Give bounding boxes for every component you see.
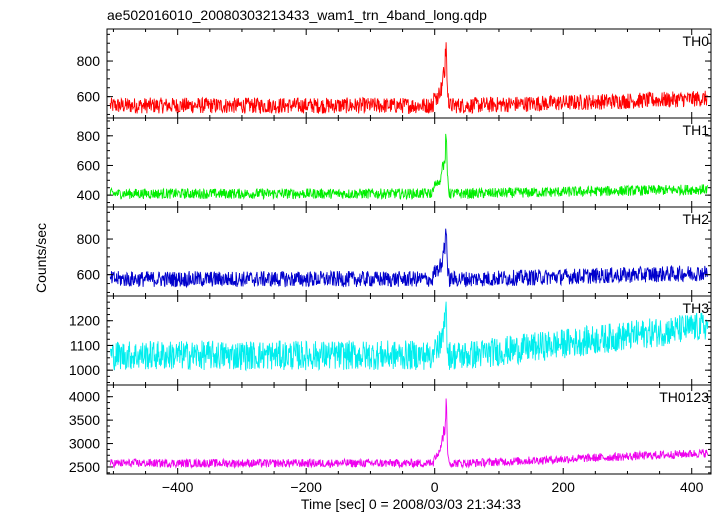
panel-label-th0: TH0 [683,33,710,49]
y-tick-label: 600 [77,157,101,173]
y-tick-label: 3500 [69,412,100,428]
y-tick-label: 400 [77,187,101,203]
panel-th3: 1000 1100 1200 TH3 [69,295,712,386]
series-line-th0 [109,42,709,115]
x-tick-label: −400 [162,479,194,495]
panel-label-th0123: TH0123 [659,389,709,405]
series-line-th3 [109,301,709,372]
y-axis-label: Counts/sec [33,223,49,293]
panel-frame [106,384,712,475]
panel-th0123: 2500 3000 3500 4000 TH0123 [69,384,712,475]
series-line-th1 [109,133,709,201]
y-tick-label: 4000 [69,389,100,405]
y-tick-label: 1000 [69,362,100,378]
y-tick-label: 600 [77,89,101,105]
x-tick-label: 0 [431,479,439,495]
y-tick-label: 1200 [69,313,100,329]
y-tick-label: 3000 [69,436,100,452]
y-tick-label: 2500 [69,459,100,475]
panel-th0: 600 800 TH0 [77,28,712,119]
panel-label-th1: TH1 [683,122,710,138]
y-tick-label: 800 [77,128,101,144]
y-tick-label: 800 [77,231,101,247]
x-tick-label: 200 [552,479,576,495]
x-tick-label: 400 [680,479,704,495]
chart-title: ae502016010_20080303213433_wam1_trn_4ban… [107,7,487,23]
x-axis-label: Time [sec] 0 = 2008/03/03 21:34:33 [301,496,521,512]
y-tick-label: 1100 [70,337,100,353]
panel-label-th2: TH2 [683,211,710,227]
series-line-th0123 [109,398,709,469]
panel-frame [106,295,712,386]
x-tick-label: −200 [290,479,322,495]
y-tick-label: 800 [77,53,101,69]
panel-th2: 600 800 TH2 [77,206,712,297]
x-axis: −400 −200 0 200 400 [162,479,704,495]
panel-label-th3: TH3 [683,300,710,316]
series-line-th2 [109,228,709,289]
panels-group: 600 800 TH0 400 600 800 TH1 600 800 TH2 1000 1100 12… [69,28,712,475]
y-tick-label: 600 [77,267,101,283]
panel-th1: 400 600 800 TH1 [77,117,712,208]
